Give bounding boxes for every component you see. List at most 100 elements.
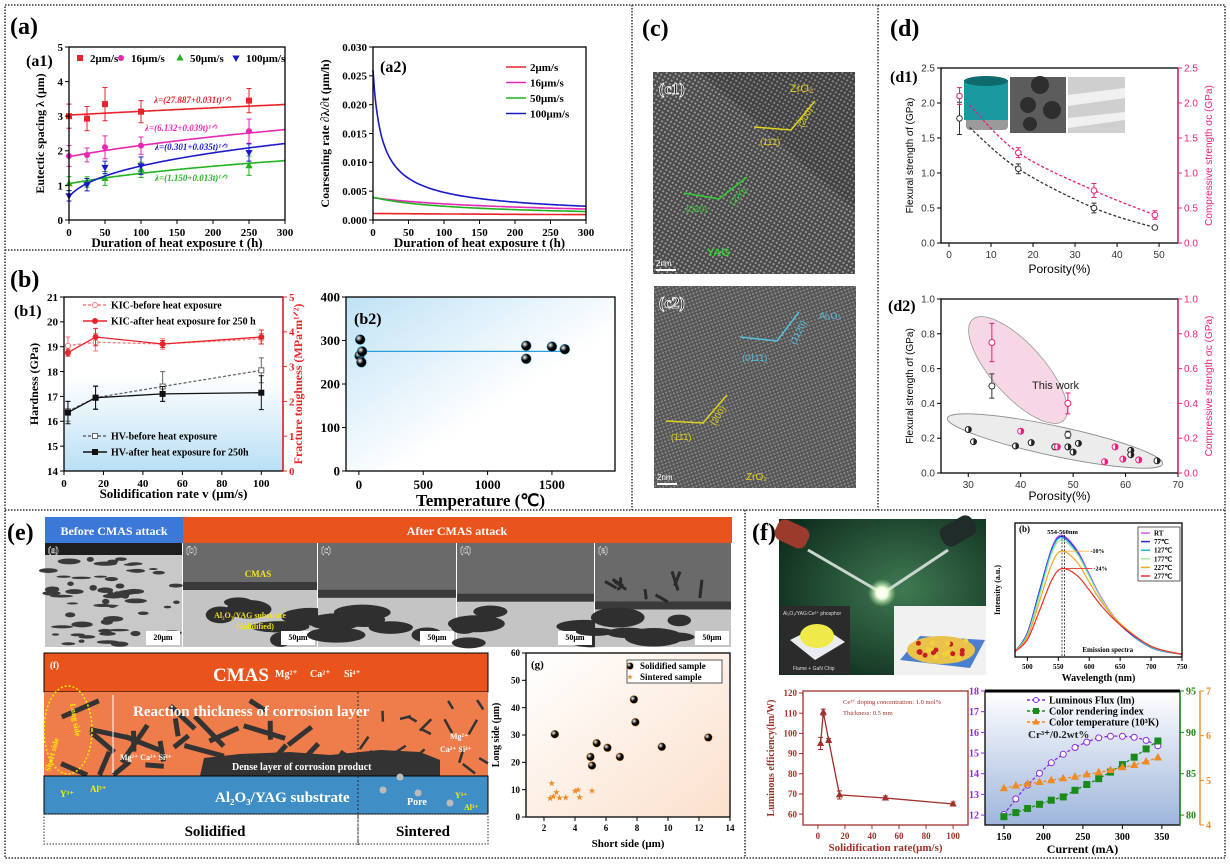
y-tick-label: 0.0 — [921, 469, 935, 480]
x-tick-label: 0 — [816, 831, 821, 841]
scale-bar-label: 2nm — [656, 259, 672, 268]
marker-half-fill — [1130, 451, 1134, 458]
drop-annotation: -24% — [1094, 567, 1108, 573]
series-line — [67, 336, 262, 354]
x-axis-label: Solidification rate v (μm/s) — [100, 486, 248, 501]
ions-in-label: Mg²⁺ Ca²⁺ Si⁴⁺ — [120, 753, 172, 762]
fit-equation: λ=(0.301+0.035t)¹ᐟ³ — [154, 142, 228, 152]
phosphor-particle — [950, 651, 956, 657]
chart-a1: λ=(27.887+0.031t)¹ᐟ³ λ=(6.132+0.039t)¹ᐟ³ λ… — [33, 42, 294, 250]
sem-phase-blob — [78, 639, 85, 643]
marker-ball — [592, 738, 601, 748]
phosphor-particle — [945, 641, 951, 647]
sem-phase-blob — [57, 558, 81, 565]
corrosion-rod — [97, 750, 112, 776]
sem-phase-blob — [473, 605, 508, 618]
tem-lattice-c1 — [653, 72, 855, 274]
pore — [446, 799, 454, 807]
marker-circle — [1142, 736, 1150, 744]
sem-phase-blob — [575, 627, 615, 636]
y-tick-label: 0.2 — [921, 434, 935, 445]
scale-bar-label: 50μm — [565, 633, 585, 642]
sem-phase-blob — [97, 587, 114, 594]
sintered-label: Sintered — [396, 824, 451, 840]
marker-ball — [354, 334, 366, 345]
series-16-m-s — [372, 196, 586, 210]
y-tick-label: 5 — [58, 42, 64, 54]
legend-item: 277℃ — [1141, 572, 1173, 580]
x-tick-label: 500 — [1022, 663, 1033, 671]
panel-label-b: (b) — [10, 267, 39, 293]
corrosion-rod — [183, 743, 225, 759]
y2-axis-label: Compressive strength σc (GPa) — [1204, 316, 1215, 457]
legend-label: Solidified sample — [640, 661, 706, 671]
sem-phase-blob — [121, 592, 130, 599]
marker-ball — [704, 733, 713, 742]
plane-label: (011̄1) — [742, 353, 767, 363]
marker-half-fill — [1104, 458, 1108, 465]
sem-phase-blob — [115, 583, 125, 589]
y-tick-label: 100 — [784, 729, 798, 739]
y-tick-label: 18 — [47, 366, 59, 378]
sem-phase-blob — [38, 568, 58, 573]
wall-strips — [1068, 88, 1125, 128]
marker-circle — [138, 142, 144, 149]
legend-label: HV-before heat exposure — [111, 432, 218, 443]
marker-star — [627, 674, 633, 680]
before-cmas-header — [45, 517, 183, 543]
marker-circle — [1118, 732, 1126, 740]
marker-ball — [626, 662, 634, 670]
phase-label-zro2: ZrO₂ — [790, 83, 813, 95]
sem-phase-blob — [78, 635, 96, 639]
marker-half-fill — [1073, 449, 1077, 456]
x-tick-label: 80 — [922, 831, 932, 841]
y-axis-label: Hardness (GPa) — [27, 343, 41, 425]
y-tick-label: 0.4 — [921, 399, 935, 410]
literature-region — [946, 413, 1164, 469]
plot-background — [985, 691, 1180, 825]
sem-phase-blob — [148, 568, 158, 571]
y-axis-label: Eutectic spacing λ (μm) — [33, 73, 47, 193]
corrosion-rod — [248, 698, 267, 713]
legend-label: 50μm/s — [190, 53, 224, 65]
corrosion-schematic: (f) CMAS Mg²⁺ Ca²⁺ Si⁴⁺ Reaction thickne… — [43, 652, 489, 845]
y2-tick-label: 0.4 — [1184, 399, 1198, 410]
y-tick-label: 0.030 — [342, 42, 367, 54]
corrosion-rod — [358, 735, 370, 750]
sem-phase-blob — [61, 642, 76, 646]
marker-triangle — [1070, 772, 1080, 780]
marker-ball — [603, 743, 612, 753]
x-tick-label: 300 — [578, 227, 595, 239]
sem-crystal — [613, 580, 628, 591]
x-tick-label: 100 — [946, 831, 960, 841]
drop-annotation: -10% — [1090, 549, 1104, 555]
marker-circle — [84, 152, 90, 158]
sem-phase-blob — [89, 584, 97, 591]
led-glow — [868, 579, 896, 607]
chart-emission: 500 550 600 650 700 750 Wavelength (nm) Intensi… — [993, 522, 1188, 684]
y-tick-label: 0.025 — [342, 71, 367, 83]
y-tick-label: 0.015 — [342, 128, 367, 140]
x-tick-label: 0 — [946, 250, 952, 261]
marker-half-fill — [1020, 428, 1024, 435]
x-tick-label: 4 — [573, 823, 578, 833]
marker-triangle-down — [245, 150, 253, 157]
legend-box — [626, 659, 723, 684]
y-axis-label: Luminous efficiency(lm/W) — [766, 700, 777, 817]
series-hv-after-heat-exposure-for-250h — [64, 375, 265, 425]
y-tick-label: 1 — [58, 180, 64, 192]
marker-triangle — [1130, 760, 1139, 768]
marker-circle — [956, 115, 963, 122]
probe-needle-right — [884, 548, 949, 594]
x-tick-label: 200 — [1036, 832, 1051, 843]
y2-tick-label: 1.0 — [1184, 169, 1198, 180]
marker-ball — [657, 742, 667, 752]
sem-cmas-region — [457, 543, 594, 600]
legend-label: 127℃ — [1154, 547, 1173, 555]
x-tick-label: 500 — [413, 477, 433, 492]
y2-tick-label: 0 — [289, 466, 295, 478]
corrosion-rod — [467, 719, 479, 735]
tem-lattice-c2 — [654, 286, 856, 488]
y3-tick-label: 5 — [1206, 776, 1211, 787]
y2-tick-label: 85 — [1186, 769, 1196, 780]
